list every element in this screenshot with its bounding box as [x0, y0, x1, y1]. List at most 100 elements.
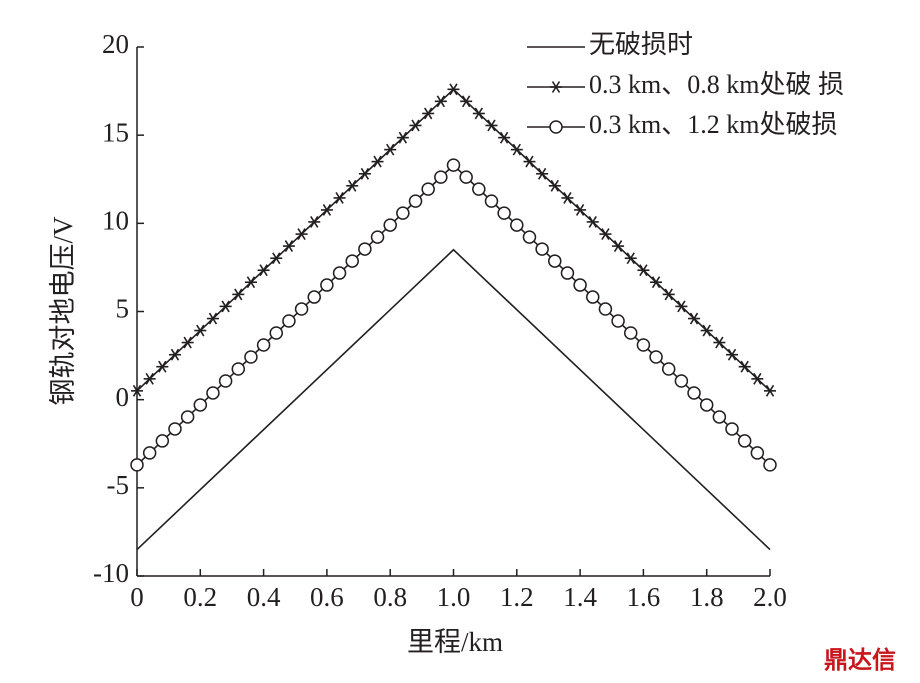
star-marker — [143, 372, 156, 385]
star-marker — [662, 288, 675, 301]
circle-marker — [459, 170, 473, 184]
star-stroke — [689, 312, 699, 325]
star-marker — [194, 324, 207, 337]
circle-marker — [687, 386, 701, 400]
circle-marker — [472, 182, 486, 196]
circle-marker — [231, 362, 246, 376]
circle-marker — [345, 254, 359, 268]
circle-marker — [256, 338, 271, 352]
circle-marker — [130, 458, 144, 472]
star-marker — [371, 155, 384, 168]
circle-marker — [282, 314, 296, 328]
circle-marker — [307, 290, 321, 304]
circle-marker — [598, 302, 613, 316]
star-marker — [624, 252, 637, 265]
star-marker — [232, 288, 245, 301]
y-tick-label: 15 — [102, 117, 129, 147]
circle-marker — [396, 206, 410, 220]
circle-marker — [763, 458, 777, 472]
star-stroke — [360, 167, 370, 180]
star-stroke — [335, 192, 344, 204]
circle-marker — [712, 410, 727, 424]
star-stroke — [727, 348, 737, 361]
circle-marker — [750, 446, 765, 460]
y-tick-label: 10 — [102, 206, 129, 236]
star-stroke — [461, 95, 471, 108]
star-stroke — [487, 119, 496, 132]
x-axis-label: 里程/km — [407, 627, 503, 657]
star-stroke — [601, 228, 610, 241]
star-stroke — [563, 192, 572, 204]
circle-marker — [649, 350, 663, 364]
star-marker — [447, 83, 460, 96]
star-stroke — [626, 252, 635, 265]
star-marker — [257, 264, 270, 277]
star-marker — [688, 312, 701, 325]
star-marker — [612, 240, 625, 253]
circle-marker — [206, 386, 220, 400]
star-stroke — [183, 336, 192, 349]
legend-label: 无破损时 — [589, 30, 693, 59]
star-marker — [764, 384, 776, 397]
circle-marker — [725, 422, 739, 436]
circle-marker — [269, 326, 284, 340]
x-tick-label: 0.8 — [373, 582, 407, 612]
circle-marker — [155, 434, 170, 448]
circle-marker — [636, 338, 651, 352]
legend-label: 0.3 km、0.8 km处破 损 — [589, 70, 844, 99]
star-stroke — [639, 264, 648, 277]
star-marker — [523, 155, 536, 168]
star-stroke — [221, 300, 230, 313]
circle-marker — [484, 194, 499, 208]
star-marker — [675, 300, 688, 313]
y-tick-label: -10 — [93, 558, 129, 588]
star-stroke — [588, 215, 597, 228]
y-tick-label: 20 — [102, 29, 129, 59]
circle-marker — [383, 218, 397, 232]
circle-marker — [737, 434, 752, 448]
star-marker — [650, 276, 663, 289]
star-stroke — [740, 360, 749, 373]
star-marker — [586, 215, 599, 228]
star-stroke — [158, 360, 167, 373]
series-line — [136, 164, 771, 466]
star-stroke — [664, 288, 673, 301]
star-marker — [333, 192, 346, 204]
star-stroke — [499, 131, 509, 144]
star-marker — [396, 131, 409, 144]
star-stroke — [702, 324, 711, 337]
circle-marker — [573, 278, 587, 292]
star-stroke — [575, 204, 585, 216]
star-marker — [168, 348, 181, 361]
star-marker — [561, 192, 574, 204]
star-stroke — [525, 155, 534, 168]
star-stroke — [424, 107, 433, 120]
star-stroke — [132, 384, 142, 397]
star-stroke — [170, 348, 180, 361]
circle-marker — [168, 422, 182, 436]
circle-marker — [661, 362, 676, 376]
star-marker — [726, 348, 739, 361]
star-stroke — [284, 240, 294, 253]
circle-marker — [180, 410, 195, 424]
star-marker — [346, 179, 359, 192]
circle-marker — [497, 206, 511, 220]
legend-label: 0.3 km、1.2 km处破损 — [589, 110, 837, 139]
star-stroke — [398, 131, 408, 144]
star-stroke — [348, 179, 357, 192]
x-tick-label: 1.8 — [690, 582, 724, 612]
star-marker — [510, 143, 523, 156]
y-tick-label: 5 — [116, 294, 130, 324]
star-marker — [219, 300, 232, 313]
legend-marker — [549, 120, 563, 134]
circle-marker — [244, 350, 258, 364]
watermark: 鼎达信 — [824, 646, 896, 674]
star-stroke — [234, 288, 243, 301]
star-marker — [384, 143, 397, 156]
star-stroke — [196, 324, 205, 337]
star-stroke — [551, 81, 561, 93]
circle-marker — [142, 446, 157, 460]
star-marker — [472, 107, 485, 120]
star-stroke — [373, 155, 382, 168]
star-stroke — [208, 312, 218, 325]
